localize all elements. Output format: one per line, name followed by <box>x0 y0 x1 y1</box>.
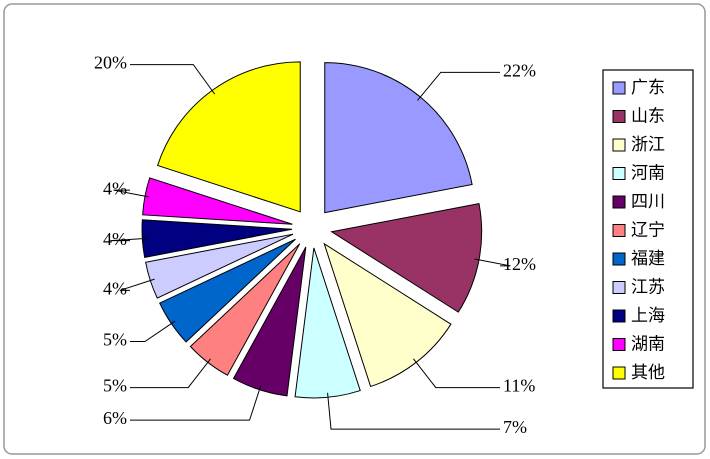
leader-line <box>130 64 216 95</box>
data-label: 7% <box>503 417 527 437</box>
legend-swatch <box>612 309 626 323</box>
legend-label: 湖南 <box>631 335 665 355</box>
leader-line <box>130 385 262 421</box>
legend-swatch <box>612 110 626 123</box>
legend-label: 广东 <box>631 78 665 98</box>
data-label: 5% <box>103 376 127 396</box>
legend-label: 其他 <box>631 363 665 383</box>
legend-label: 辽宁 <box>631 221 665 241</box>
leader-line <box>474 258 511 267</box>
legend-swatch <box>612 338 626 351</box>
leader-line <box>327 392 500 430</box>
leader-line <box>130 358 211 389</box>
leader-line <box>119 278 155 291</box>
data-label: 4% <box>103 279 127 299</box>
leader-line <box>413 358 500 389</box>
data-label: 22% <box>503 60 536 80</box>
leader-line <box>130 320 176 343</box>
legend-label: 江苏 <box>631 278 665 298</box>
legend-label: 上海 <box>631 306 665 326</box>
legend-label: 福建 <box>631 249 665 269</box>
legend-swatch <box>612 281 626 294</box>
leader-line <box>113 189 150 198</box>
legend-label: 浙江 <box>631 135 665 155</box>
legend-swatch <box>612 167 626 180</box>
data-label: 4% <box>103 229 127 249</box>
data-label: 20% <box>94 53 127 73</box>
leader-line <box>110 237 147 242</box>
legend-swatch <box>612 252 626 266</box>
data-label: 5% <box>103 330 127 350</box>
data-label: 6% <box>103 408 127 428</box>
leader-line <box>417 71 500 101</box>
legend-swatch <box>612 366 626 380</box>
legend-label: 河南 <box>631 164 665 184</box>
data-label: 12% <box>503 254 536 274</box>
legend-swatch <box>612 81 626 95</box>
legend-label: 山东 <box>631 107 665 127</box>
legend-swatch <box>612 224 626 237</box>
data-label: 4% <box>103 178 127 198</box>
legend-label: 四川 <box>631 192 665 212</box>
data-label: 11% <box>503 376 535 396</box>
legend-swatch <box>612 195 626 209</box>
legend-swatch <box>612 138 626 152</box>
